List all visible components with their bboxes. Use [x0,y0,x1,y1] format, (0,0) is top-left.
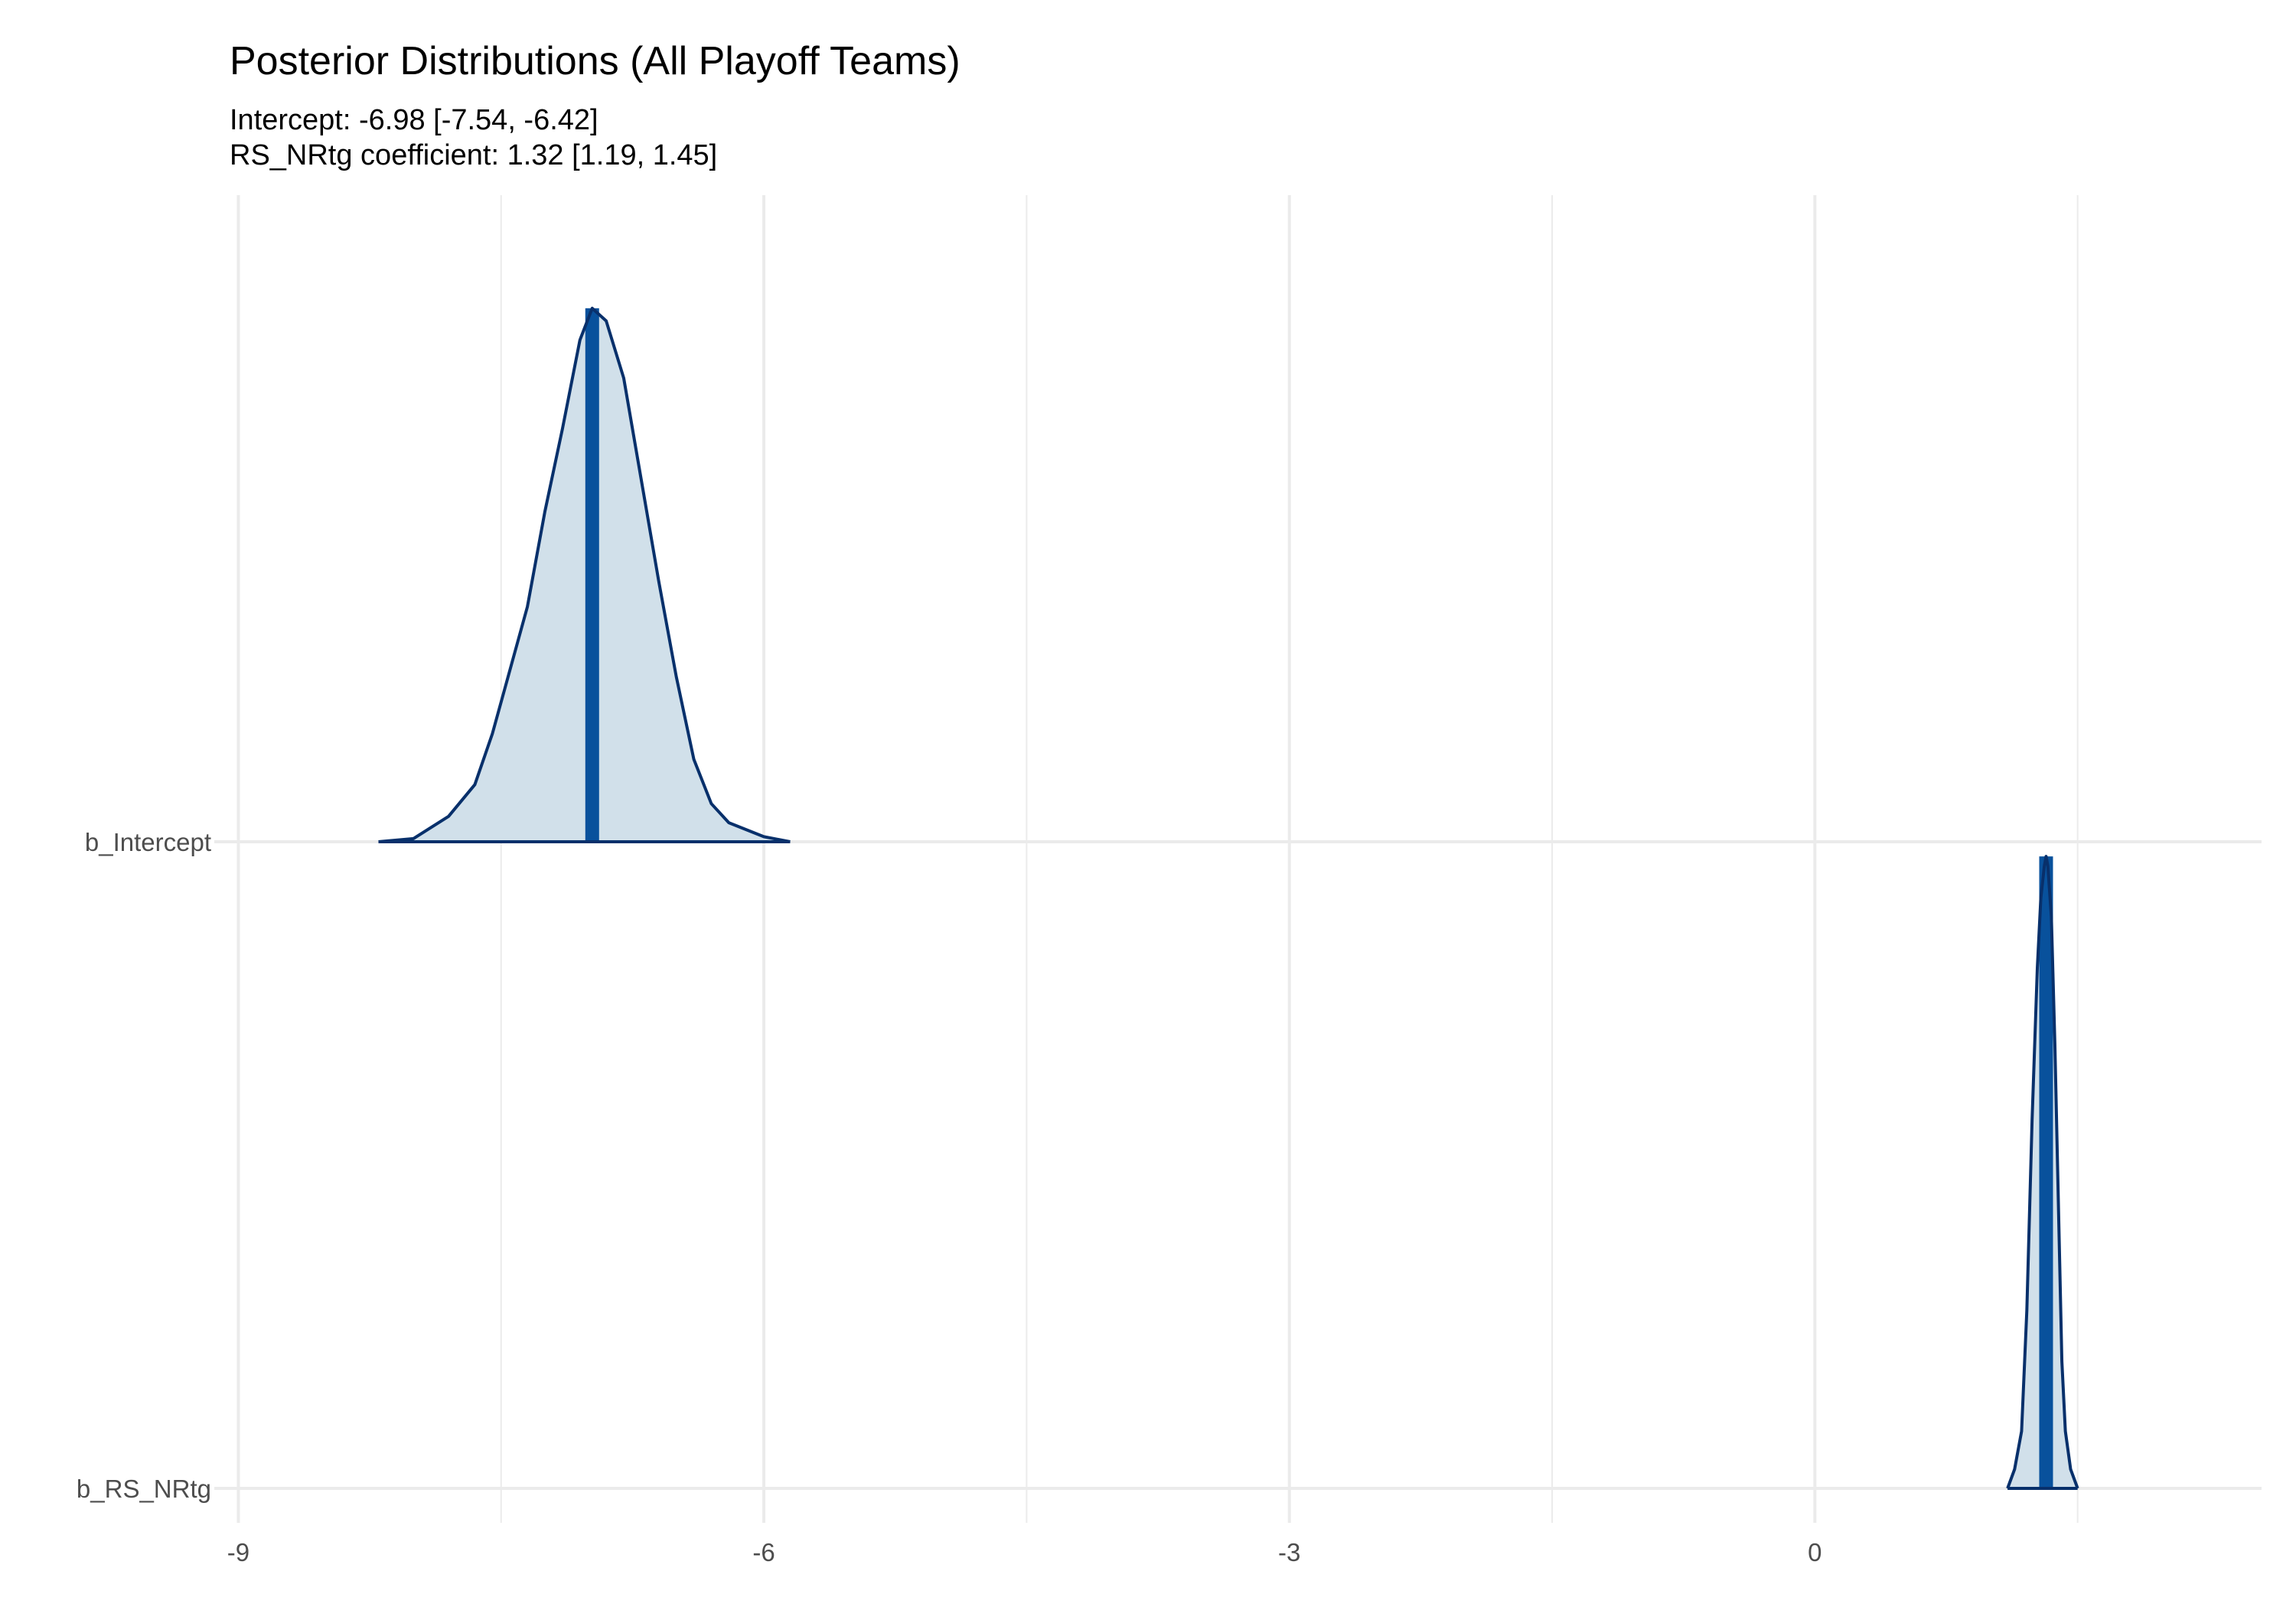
density-outline-b_RS_NRtg [2006,855,2079,1489]
x-tick-label: 0 [1808,1538,1821,1566]
x-tick-label: -6 [752,1538,775,1566]
x-tick-label: -9 [227,1538,249,1566]
axis-labels: b_Intercept b_RS_NRtg -9 -6 -3 0 [77,828,1822,1566]
median-band-b_RS_NRtg [2039,856,2053,1488]
median-band-b_Intercept [585,308,599,842]
density-area-b_Intercept [378,308,791,842]
density-outline-b_Intercept [378,306,791,843]
chart-subtitle-coefficient: RS_NRtg coefficient: 1.32 [1.19, 1.45] [230,139,718,171]
y-tick-label-b_Intercept: b_Intercept [85,828,211,856]
grid [214,195,2262,1523]
x-tick-label: -3 [1278,1538,1300,1566]
density-marks [378,306,2079,1490]
chart-title: Posterior Distributions (All Playoff Tea… [230,39,960,83]
y-tick-label-b_RS_NRtg: b_RS_NRtg [77,1475,211,1503]
chart-subtitle-intercept: Intercept: -6.98 [-7.54, -6.42] [230,104,598,136]
